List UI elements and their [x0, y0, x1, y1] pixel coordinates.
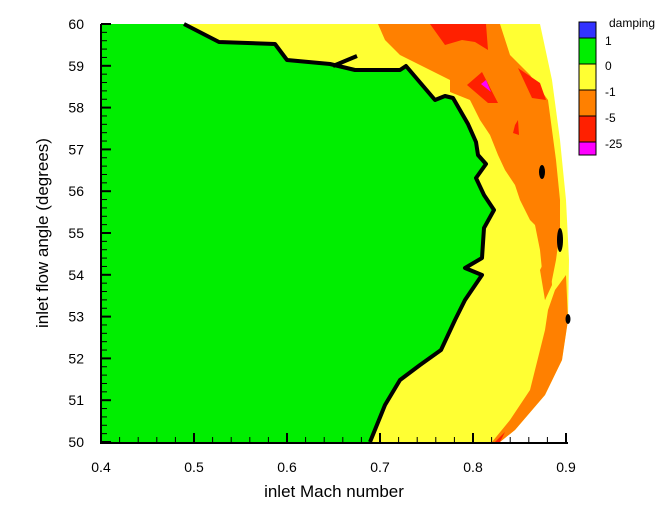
- legend-swatch: [578, 37, 597, 65]
- legend-swatch: [578, 141, 597, 156]
- legend-swatch: [578, 63, 597, 91]
- x-tick-label: 0.7: [370, 459, 390, 475]
- region-red-mid: [467, 72, 498, 103]
- region-orange-band: [470, 95, 540, 230]
- y-axis: 50 51 52 53 54 55 56 57 58 59 60: [68, 16, 111, 450]
- region-orange-upper: [378, 24, 560, 300]
- y-tick-label: 50: [68, 434, 84, 450]
- x-tick-label: 0.6: [277, 459, 297, 475]
- legend-title: damping: [609, 16, 655, 30]
- y-tick-label: 58: [68, 100, 84, 116]
- legend-swatch: [578, 21, 597, 39]
- legend-label: 1: [605, 34, 612, 48]
- x-tick-label: 0.8: [463, 459, 483, 475]
- plot-area: [101, 22, 571, 443]
- y-tick-label: 60: [68, 16, 84, 32]
- legend-label: -5: [605, 111, 616, 125]
- x-tick-label: 0.5: [184, 459, 204, 475]
- zero-contour-line: [183, 22, 496, 443]
- x-tick-label: 0.9: [556, 459, 576, 475]
- y-tick-label: 54: [68, 267, 84, 283]
- y-tick-label: 53: [68, 309, 84, 325]
- region-red-top: [430, 24, 488, 50]
- region-red-small: [513, 120, 519, 135]
- legend: damping 1 0 -1 -5 -25: [578, 16, 655, 156]
- legend-swatch: [578, 115, 597, 143]
- region-red-bottom: [495, 432, 505, 442]
- legend-label: -1: [605, 85, 616, 99]
- y-axis-title: inlet flow angle (degrees): [33, 138, 52, 328]
- region-red-right: [518, 68, 546, 100]
- y-tick-label: 59: [68, 58, 84, 74]
- contour-island-3: [565, 314, 571, 324]
- region-orange-sliver: [540, 250, 552, 300]
- legend-label: 0: [605, 59, 612, 73]
- contour-island-2: [557, 228, 563, 252]
- region-green: [101, 24, 494, 442]
- x-tick-label: 0.4: [91, 459, 111, 475]
- region-orange-lower: [492, 275, 568, 442]
- y-tick-label: 55: [68, 225, 84, 241]
- legend-swatch: [578, 89, 597, 117]
- zero-contour-branch: [332, 54, 358, 68]
- region-magenta: [481, 80, 491, 92]
- legend-label: -25: [605, 137, 623, 151]
- y-tick-label: 56: [68, 183, 84, 199]
- y-tick-label: 57: [68, 141, 84, 157]
- x-axis: 0.4 0.5 0.6 0.7 0.8 0.9: [91, 433, 576, 475]
- y-tick-label: 52: [68, 350, 84, 366]
- y-tick-label: 51: [68, 392, 84, 408]
- contour-island-1: [539, 165, 545, 179]
- x-axis-title: inlet Mach number: [264, 482, 404, 501]
